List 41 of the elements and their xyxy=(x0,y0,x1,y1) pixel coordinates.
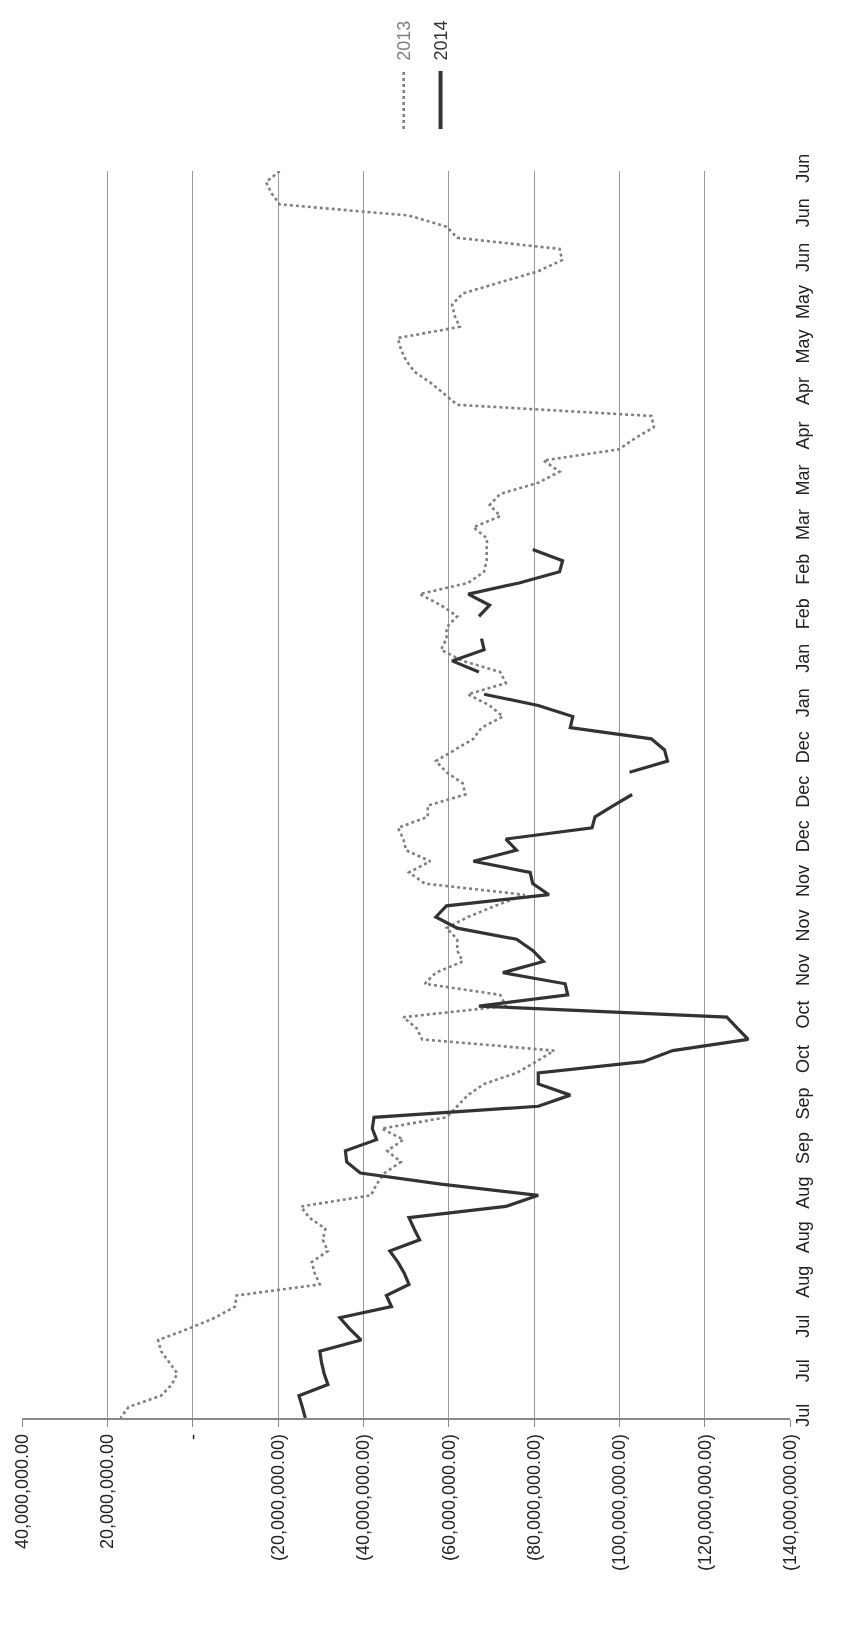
text: 2013 xyxy=(393,20,414,61)
y-tick-label: Mar xyxy=(793,509,813,541)
y-tick-label: Feb xyxy=(793,553,813,585)
y-tick-label: Dec xyxy=(793,775,813,808)
text: 2014 xyxy=(430,20,451,61)
y-tick-label: Nov xyxy=(793,864,813,897)
y-tick-label: Dec xyxy=(793,731,813,764)
y-tick-label: Apr xyxy=(793,376,813,405)
y-tick-label: Aug xyxy=(793,1265,813,1298)
y-tick-label: Mar xyxy=(793,464,813,496)
x-tick-label: - xyxy=(182,1433,203,1440)
y-tick-label: May xyxy=(793,284,813,319)
y-tick-label: Jan xyxy=(793,643,813,673)
y-tick-label: Sep xyxy=(793,1132,813,1165)
y-tick-label: Oct xyxy=(793,1045,813,1074)
y-tick-label: Feb xyxy=(793,598,813,630)
y-tick-label: Nov xyxy=(793,909,813,942)
y-tick-label: Dec xyxy=(793,820,813,853)
x-tick-label: (40,000,000.00) xyxy=(353,1433,374,1562)
y-tick-label: Oct xyxy=(793,1000,813,1029)
y-tick-label: Nov xyxy=(793,953,813,986)
y-tick-label: Jul xyxy=(793,1403,813,1427)
y-tick-label: Jul xyxy=(793,1359,813,1383)
x-tick-label: (80,000,000.00) xyxy=(523,1433,544,1562)
y-tick-label: May xyxy=(793,329,813,364)
x-tick-label: (20,000,000.00) xyxy=(267,1433,288,1562)
x-tick-label: (140,000,000.00) xyxy=(779,1433,800,1572)
y-tick-label: Jan xyxy=(793,688,813,718)
y-tick-label: Sep xyxy=(793,1087,813,1120)
y-tick-label: Aug xyxy=(793,1176,813,1209)
x-tick-label: 20,000,000.00 xyxy=(97,1433,118,1550)
y-tick-label: Jul xyxy=(793,1314,813,1338)
x-tick-label: 40,000,000.00 xyxy=(11,1433,32,1550)
x-tick-label: (60,000,000.00) xyxy=(438,1433,459,1562)
y-tick-label: Aug xyxy=(793,1221,813,1254)
y-tick-label: Jun xyxy=(793,153,813,183)
y-tick-label: Apr xyxy=(793,421,813,450)
x-tick-label: (100,000,000.00) xyxy=(609,1433,630,1572)
y-tick-label: Jun xyxy=(793,198,813,228)
y-tick-label: Jun xyxy=(793,242,813,272)
x-tick-label: (120,000,000.00) xyxy=(694,1433,715,1572)
